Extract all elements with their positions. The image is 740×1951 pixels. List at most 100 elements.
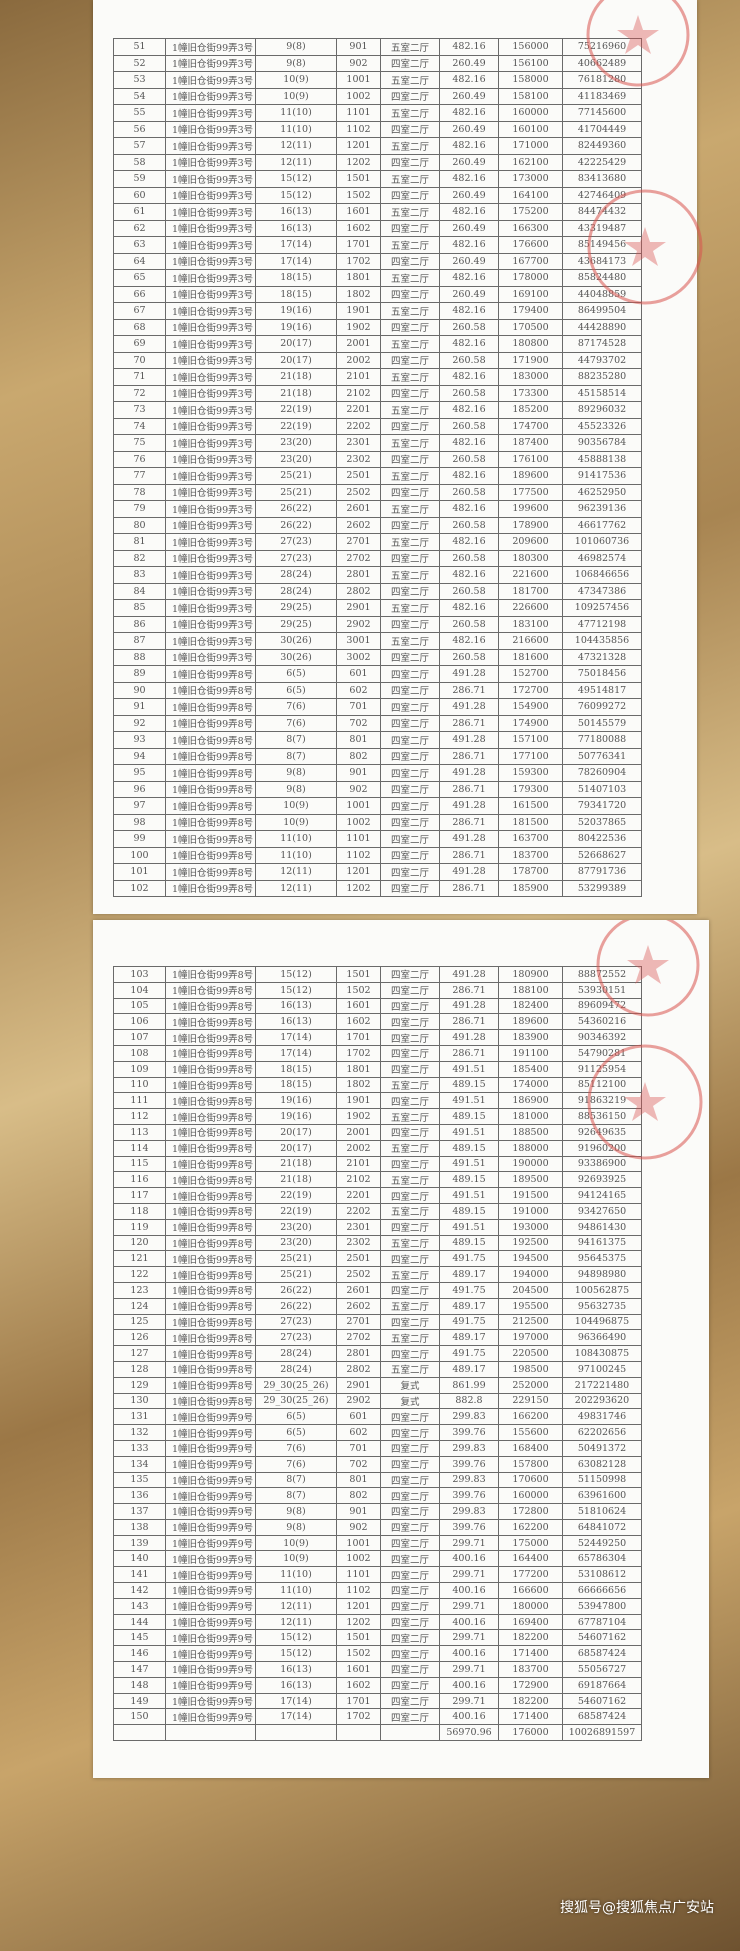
unit-number-cell: 702 (336, 714, 381, 732)
total-price-cell: 100562875 (562, 1281, 642, 1299)
floor-cell: 17(14) (255, 1029, 337, 1046)
total-price-cell: 90346392 (562, 1029, 642, 1046)
layout-cell: 四室二厅 (380, 846, 440, 864)
layout-cell: 四室二厅 (380, 351, 440, 369)
row-number-cell: 120 (113, 1234, 166, 1252)
building-cell: 1幢旧仓街99弄9号 (165, 1582, 256, 1599)
layout-cell: 四室二厅 (380, 252, 440, 270)
unit-price-cell: 178000 (498, 269, 563, 287)
table-row: 99 1幢旧仓街99弄8号 11(10) 1101 四室二厅 491.28 163700 80… (113, 830, 642, 848)
table-row: 134 1幢旧仓街99弄9号 7(6) 702 四室二厅 399.76 157800 6308… (113, 1455, 642, 1473)
floor-cell: 11(10) (255, 104, 337, 122)
unit-number-cell: 2102 (336, 384, 381, 402)
floor-cell: 9(8) (255, 1518, 337, 1536)
floor-cell: 12(11) (255, 879, 337, 897)
unit-price-cell: 190000 (498, 1155, 563, 1173)
area-cell: 489.17 (439, 1297, 499, 1315)
unit-number-cell: 2002 (336, 1139, 381, 1157)
layout-cell: 四室二厅 (380, 981, 440, 999)
unit-number-cell: 2302 (336, 450, 381, 468)
row-number-cell: 137 (113, 1503, 166, 1520)
unit-price-cell: 173300 (498, 384, 563, 402)
layout-cell: 四室二厅 (380, 830, 440, 848)
layout-cell: 四室二厅 (380, 1692, 440, 1710)
layout-cell: 四室二厅 (380, 747, 440, 765)
floor-cell: 25(21) (255, 1266, 337, 1283)
table-row: 108 1幢旧仓街99弄8号 17(14) 1702 四室二厅 286.71 191100 5… (113, 1044, 642, 1062)
total-price-cell: 65786304 (562, 1550, 642, 1568)
unit-price-cell: 155600 (498, 1424, 563, 1441)
floor-cell: 17(14) (255, 1044, 337, 1062)
unit-price-cell: 152700 (498, 665, 563, 683)
row-number-cell: 109 (113, 1060, 166, 1078)
layout-cell: 四室二厅 (380, 582, 440, 600)
table-row: 84 1幢旧仓街99弄3号 28(24) 2802 四室二厅 260.58 181700 47… (113, 582, 642, 600)
unit-number-cell: 802 (336, 747, 381, 765)
row-number-cell: 139 (113, 1534, 166, 1552)
unit-price-cell: 192500 (498, 1234, 563, 1252)
layout-cell: 四室二厅 (380, 615, 440, 633)
table-row: 137 1幢旧仓街99弄9号 9(8) 901 四室二厅 299.83 172800 5181… (113, 1503, 642, 1520)
building-cell: 1幢旧仓街99弄8号 (165, 846, 256, 864)
table-row: 81 1幢旧仓街99弄3号 27(23) 2701 五室二厅 482.16 209600 10… (113, 533, 642, 551)
unit-price-cell: 252000 (498, 1376, 563, 1394)
total-price-cell: 46617762 (562, 516, 642, 534)
floor-cell: 17(14) (255, 1708, 337, 1726)
layout-cell: 五室二厅 (380, 1360, 440, 1378)
unit-number-cell: 2801 (336, 1345, 381, 1362)
area-cell: 299.71 (439, 1692, 499, 1710)
unit-price-cell: 171400 (498, 1708, 563, 1726)
row-number-cell: 142 (113, 1582, 166, 1599)
row-number-cell: 111 (113, 1092, 166, 1110)
layout-cell: 五室二厅 (380, 236, 440, 254)
floor-cell: 21(18) (255, 1155, 337, 1173)
unit-number-cell: 2202 (336, 1202, 381, 1220)
unit-number-cell: 1802 (336, 1076, 381, 1094)
total-price-cell: 85824480 (562, 269, 642, 287)
layout-cell: 五室二厅 (380, 1108, 440, 1125)
unit-number-cell: 2602 (336, 1297, 381, 1315)
total-price-cell: 96366490 (562, 1329, 642, 1347)
building-cell: 1幢旧仓街99弄9号 (165, 1408, 256, 1426)
floor-cell: 9(8) (255, 780, 337, 798)
unit-number-cell: 1201 (336, 137, 381, 155)
building-cell: 1幢旧仓街99弄3号 (165, 269, 256, 287)
area-cell: 260.49 (439, 87, 499, 105)
table-row: 141 1幢旧仓街99弄9号 11(10) 1101 四室二厅 299.71 177200 5… (113, 1566, 642, 1584)
building-cell: 1幢旧仓街99弄3号 (165, 71, 256, 89)
total-price-cell: 76099272 (562, 698, 642, 716)
area-cell: 286.71 (439, 747, 499, 765)
layout-cell: 五室二厅 (380, 434, 440, 452)
total-price-cell: 91417536 (562, 467, 642, 485)
table-row: 95 1幢旧仓街99弄8号 9(8) 901 四室二厅 491.28 159300 78260… (113, 764, 642, 782)
unit-price-cell: 188000 (498, 1139, 563, 1157)
unit-price-cell: 185900 (498, 879, 563, 897)
unit-number-cell: 801 (336, 731, 381, 749)
unit-price-cell: 216600 (498, 632, 563, 650)
unit-number-cell: 1901 (336, 302, 381, 320)
unit-number-cell: 1702 (336, 252, 381, 270)
layout-cell: 四室二厅 (380, 153, 440, 171)
layout-cell: 四室二厅 (380, 417, 440, 435)
floor-cell: 29(25) (255, 615, 337, 633)
unit-price-cell: 174900 (498, 714, 563, 732)
row-number-cell: 131 (113, 1408, 166, 1426)
unit-price-cell: 176000 (498, 1724, 563, 1742)
unit-number-cell: 1902 (336, 318, 381, 336)
unit-number-cell: 1602 (336, 1013, 381, 1031)
table-row: 125 1幢旧仓街99弄8号 27(23) 2701 四室二厅 491.75 212500 1… (113, 1313, 642, 1331)
table-row: 143 1幢旧仓街99弄9号 12(11) 1201 四室二厅 299.71 180000 5… (113, 1597, 642, 1615)
row-number-cell: 124 (113, 1297, 166, 1315)
table-row: 59 1幢旧仓街99弄3号 15(12) 1501 五室二厅 482.16 173000 83… (113, 170, 642, 188)
layout-cell: 四室二厅 (380, 813, 440, 831)
table-row: 113 1幢旧仓街99弄8号 20(17) 2001 四室二厅 491.51 188500 9… (113, 1123, 642, 1141)
building-cell: 1幢旧仓街99弄8号 (165, 863, 256, 881)
unit-number-cell: 2301 (336, 434, 381, 452)
unit-number-cell: 1101 (336, 1566, 381, 1584)
floor-cell: 21(18) (255, 384, 337, 402)
total-price-cell: 46982574 (562, 549, 642, 567)
total-price-cell: 64841072 (562, 1518, 642, 1536)
table-row: 92 1幢旧仓街99弄8号 7(6) 702 四室二厅 286.71 174900 50145… (113, 714, 642, 732)
area-cell: 882.8 (439, 1392, 499, 1410)
area-cell: 491.51 (439, 1218, 499, 1236)
